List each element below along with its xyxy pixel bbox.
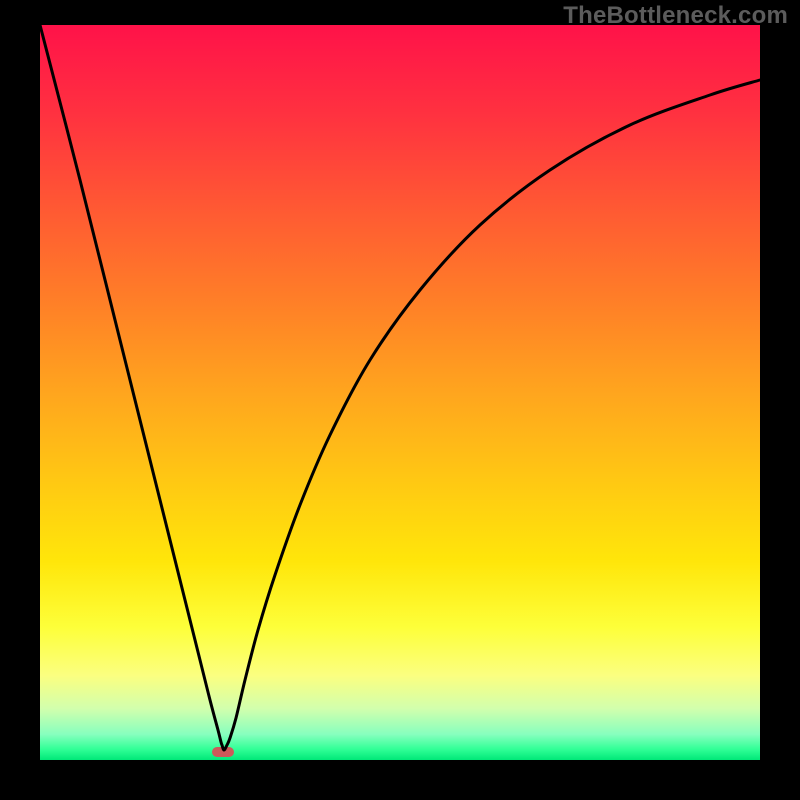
- chart-svg: [0, 0, 800, 800]
- chart-container: TheBottleneck.com: [0, 0, 800, 800]
- plot-area: [40, 25, 760, 760]
- watermark: TheBottleneck.com: [563, 2, 788, 30]
